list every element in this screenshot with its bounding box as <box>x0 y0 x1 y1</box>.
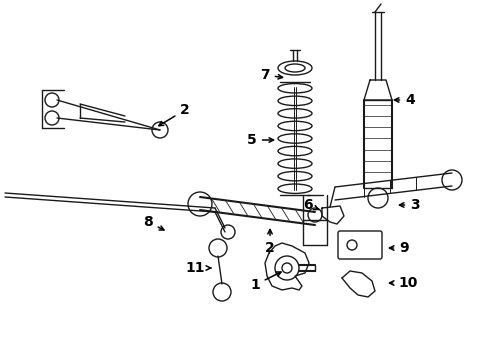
Text: 3: 3 <box>399 198 420 212</box>
Text: 11: 11 <box>185 261 211 275</box>
Text: 2: 2 <box>159 103 190 126</box>
Text: 5: 5 <box>247 133 273 147</box>
Text: 4: 4 <box>394 93 415 107</box>
Text: 8: 8 <box>143 215 164 230</box>
Text: 6: 6 <box>303 198 318 212</box>
Text: 7: 7 <box>260 68 283 82</box>
Text: 2: 2 <box>265 229 275 255</box>
Text: 1: 1 <box>250 272 281 292</box>
Text: 10: 10 <box>390 276 417 290</box>
Text: 9: 9 <box>390 241 409 255</box>
